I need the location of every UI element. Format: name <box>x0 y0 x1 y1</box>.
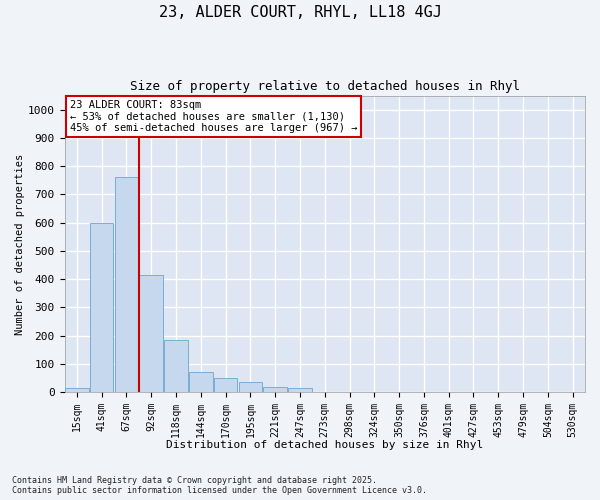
Text: Contains HM Land Registry data © Crown copyright and database right 2025.
Contai: Contains HM Land Registry data © Crown c… <box>12 476 427 495</box>
Y-axis label: Number of detached properties: Number of detached properties <box>15 154 25 334</box>
Bar <box>288 388 312 392</box>
Bar <box>115 178 138 392</box>
Text: 23 ALDER COURT: 83sqm
← 53% of detached houses are smaller (1,130)
45% of semi-d: 23 ALDER COURT: 83sqm ← 53% of detached … <box>70 100 357 133</box>
X-axis label: Distribution of detached houses by size in Rhyl: Distribution of detached houses by size … <box>166 440 484 450</box>
Text: 23, ALDER COURT, RHYL, LL18 4GJ: 23, ALDER COURT, RHYL, LL18 4GJ <box>158 5 442 20</box>
Bar <box>65 388 89 392</box>
Bar <box>214 378 238 392</box>
Bar <box>164 340 188 392</box>
Bar <box>263 386 287 392</box>
Bar <box>189 372 212 392</box>
Title: Size of property relative to detached houses in Rhyl: Size of property relative to detached ho… <box>130 80 520 93</box>
Bar <box>90 222 113 392</box>
Bar <box>239 382 262 392</box>
Bar <box>139 275 163 392</box>
